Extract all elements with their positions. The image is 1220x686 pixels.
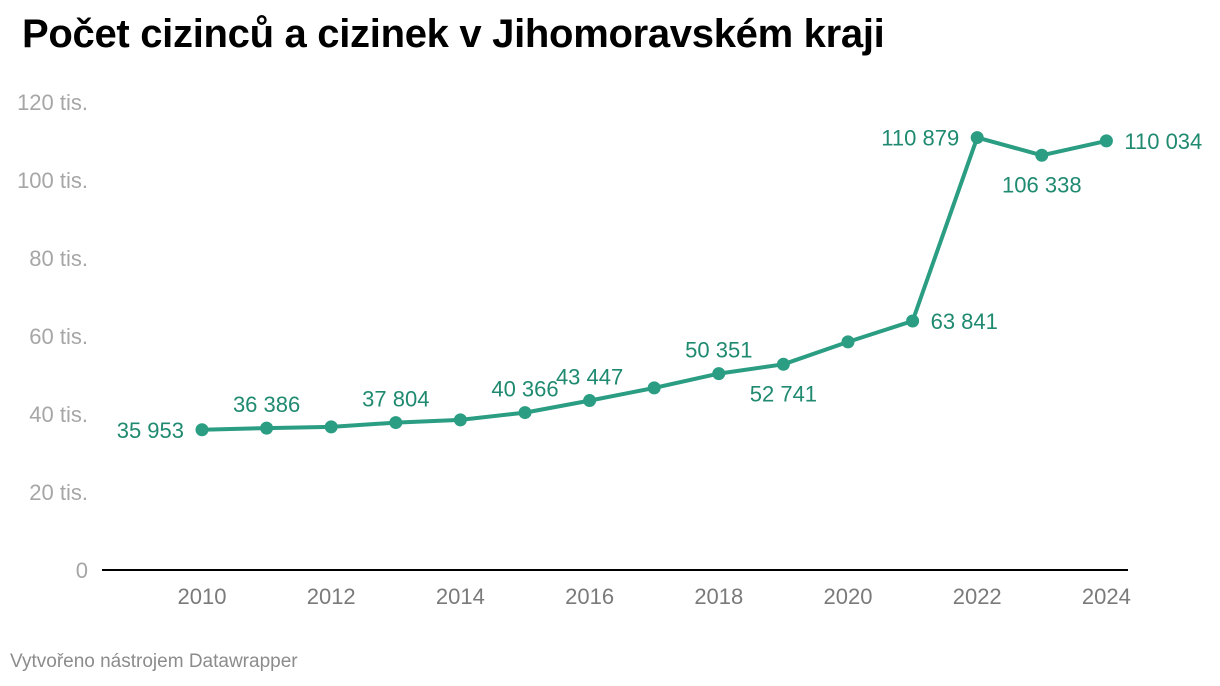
y-tick-label: 60 tis. [29,324,88,349]
data-label: 35 953 [117,418,184,443]
data-point [647,381,661,395]
data-label: 106 338 [1002,172,1082,197]
data-point [712,367,726,381]
data-label: 110 879 [881,126,959,151]
data-label: 52 741 [750,381,817,406]
line-chart: 0 20 tis. 40 tis. 60 tis. 80 tis. 100 tis. 120… [17,90,1202,609]
data-label: 40 366 [491,377,558,402]
x-tick-label: 2010 [178,584,227,609]
data-label: 43 447 [556,365,623,390]
x-tick-label: 2024 [1082,584,1131,609]
data-point [841,335,855,349]
data-point [324,420,338,434]
x-tick-label: 2016 [565,584,614,609]
y-tick-label: 80 tis. [29,246,88,271]
chart-title: Počet cizinců a cizinek v Jihomoravském … [22,12,885,56]
y-tick-label: 40 tis. [29,402,88,427]
data-point [1099,134,1113,148]
footer-credit: Vytvořeno nástrojem Datawrapper [10,651,298,672]
data-point [583,394,597,408]
x-tick-label: 2022 [953,584,1002,609]
data-point [389,416,403,430]
x-tick-label: 2020 [824,584,873,609]
x-tick-label: 2012 [307,584,356,609]
data-point [906,314,920,328]
data-label: 36 386 [233,392,300,417]
data-point [1035,148,1049,162]
data-point [970,131,984,145]
y-tick-label: 100 tis. [17,168,88,193]
data-label: 110 034 [1124,129,1202,154]
data-point [260,421,274,435]
data-point [195,423,209,437]
data-label: 63 841 [931,309,998,334]
data-label: 37 804 [362,387,429,412]
x-tick-label: 2018 [694,584,743,609]
y-tick-label: 20 tis. [29,480,88,505]
data-point [453,413,467,427]
data-point [518,406,532,420]
y-tick-label: 120 tis. [17,90,88,115]
x-tick-label: 2014 [436,584,485,609]
y-tick-label: 0 [76,558,88,583]
data-point [776,357,790,371]
data-label: 50 351 [685,338,752,363]
